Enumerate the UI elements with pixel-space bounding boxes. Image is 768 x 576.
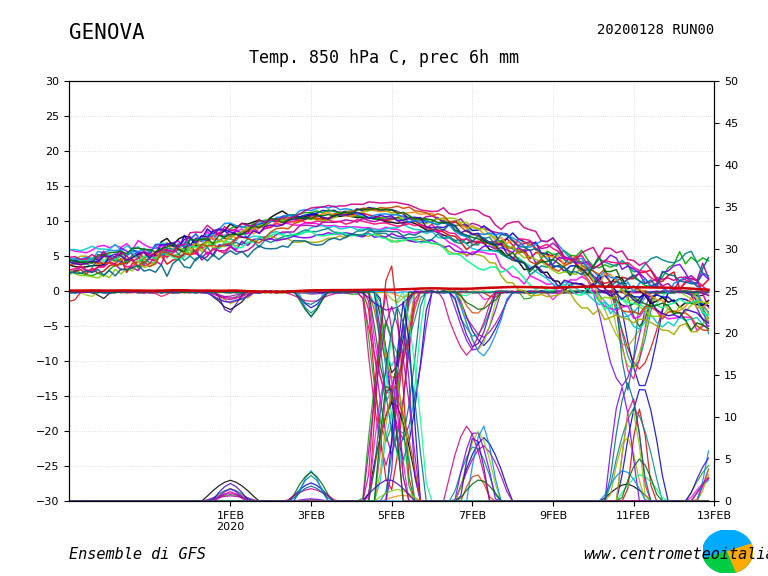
Text: 20200128 RUN00: 20200128 RUN00 bbox=[597, 23, 714, 37]
Text: GENOVA: GENOVA bbox=[69, 23, 145, 43]
Text: Ensemble di GFS: Ensemble di GFS bbox=[69, 547, 206, 562]
Wedge shape bbox=[704, 552, 751, 573]
Circle shape bbox=[703, 530, 753, 573]
Text: Temp. 850 hPa C, prec 6h mm: Temp. 850 hPa C, prec 6h mm bbox=[249, 49, 519, 67]
Wedge shape bbox=[728, 544, 753, 572]
Text: www.centrometeoitaliano.it: www.centrometeoitaliano.it bbox=[584, 547, 768, 562]
